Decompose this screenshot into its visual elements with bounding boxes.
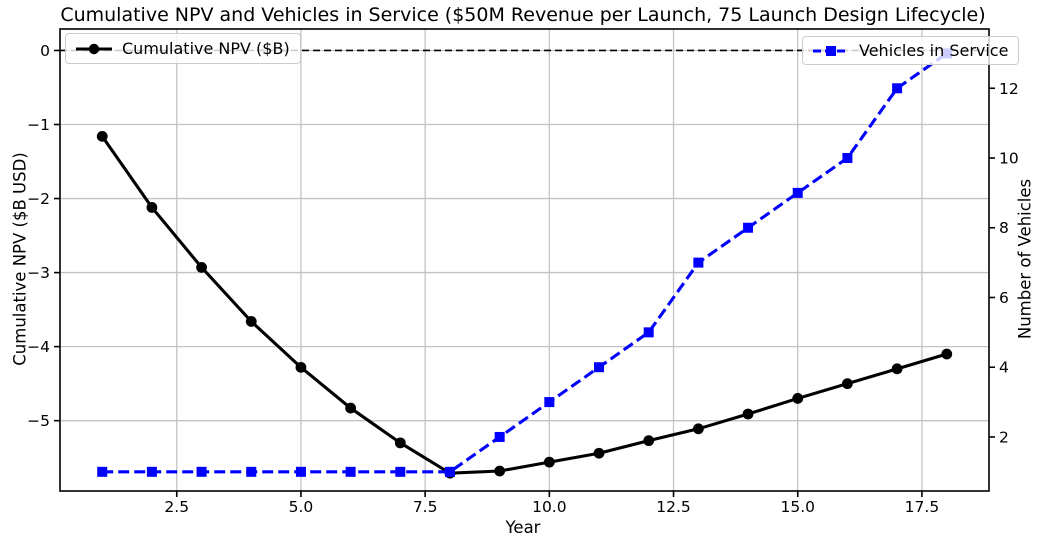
- npv-point: [345, 402, 357, 414]
- npv-point: [742, 408, 754, 420]
- tick-layer: 2.5 5.0 7.5 10.0 12.5 15.0 17.5 0 −1 −2 −3 −4 −5 2 4 6 8…: [27, 42, 1019, 516]
- y-right-tick-label: 8: [999, 219, 1009, 237]
- y-right-tick-label: 12: [999, 80, 1019, 98]
- legend-npv: Cumulative NPV ($B): [65, 33, 301, 64]
- x-tick-label: 5.0: [289, 498, 314, 516]
- y-left-tick-label: −2: [27, 190, 50, 208]
- vehicle-point: [345, 466, 356, 477]
- y-axis-label-left: Cumulative NPV ($B USD): [10, 152, 30, 366]
- npv-point: [792, 393, 804, 404]
- vehicle-point: [892, 83, 903, 94]
- vehicle-point: [444, 466, 455, 477]
- npv-point: [891, 363, 903, 375]
- y-left-tick-label: −3: [27, 264, 50, 282]
- x-tick-label: 17.5: [905, 498, 940, 516]
- npv-line-marker-icon: [76, 43, 112, 54]
- npv-point: [543, 456, 555, 468]
- vehicle-point: [395, 466, 406, 477]
- npv-point: [196, 262, 207, 273]
- npv-point: [643, 435, 655, 447]
- x-tick-label: 7.5: [413, 498, 438, 516]
- vehicle-point: [792, 187, 803, 198]
- x-tick-label: 15.0: [780, 498, 815, 516]
- chart-title: Cumulative NPV and Vehicles in Service (…: [60, 4, 986, 26]
- legend-vehicles: Vehicles in Service: [802, 36, 1020, 65]
- y-left-tick-label: 0: [40, 42, 50, 60]
- vehicles-line: [102, 52, 948, 474]
- npv-point: [96, 130, 108, 142]
- y-right-tick-label: 4: [999, 359, 1009, 377]
- vehicle-point: [196, 466, 207, 477]
- y-right-tick-label: 6: [999, 289, 1009, 307]
- vehicle-point: [246, 466, 257, 477]
- vehicle-point: [643, 327, 654, 338]
- vehicle-point: [295, 466, 306, 477]
- x-axis-label: Year: [505, 518, 541, 537]
- vehicle-point: [743, 222, 754, 233]
- vehicle-point: [693, 257, 704, 268]
- npv-point: [245, 316, 257, 327]
- x-tick-label: 2.5: [164, 498, 189, 516]
- y-right-tick-label: 10: [999, 150, 1019, 168]
- series-npv: [96, 130, 953, 479]
- y-left-tick-label: −1: [27, 116, 50, 134]
- y-left-tick-label: −5: [27, 412, 50, 430]
- y-left-tick-label: −4: [27, 338, 50, 356]
- npv-line: [100, 135, 948, 475]
- npv-point: [394, 437, 406, 449]
- y-right-tick-label: 2: [999, 428, 1009, 446]
- npv-point: [692, 423, 704, 435]
- vehicle-point: [146, 466, 157, 477]
- vehicle-point: [842, 153, 853, 164]
- npv-point: [494, 465, 506, 477]
- npv-point: [842, 378, 853, 390]
- npv-point: [295, 361, 307, 373]
- vehicle-point: [97, 466, 108, 477]
- x-tick-label: 10.0: [532, 498, 567, 516]
- legend-npv-label: Cumulative NPV ($B): [122, 39, 290, 58]
- npv-point: [593, 447, 605, 459]
- grid-layer: [60, 29, 989, 491]
- series-vehicles: [97, 48, 952, 477]
- x-tick-label: 12.5: [656, 498, 691, 516]
- plot-spines: [59, 28, 990, 492]
- vehicles-line-marker-icon: [813, 45, 849, 56]
- vehicle-point: [594, 362, 605, 373]
- vehicle-point: [544, 397, 555, 408]
- y-axis-label-right: Number of Vehicles: [1015, 178, 1035, 340]
- npv-point: [941, 348, 953, 360]
- vehicle-point: [494, 431, 505, 442]
- npv-point: [146, 202, 158, 213]
- legend-vehicles-label: Vehicles in Service: [859, 41, 1009, 60]
